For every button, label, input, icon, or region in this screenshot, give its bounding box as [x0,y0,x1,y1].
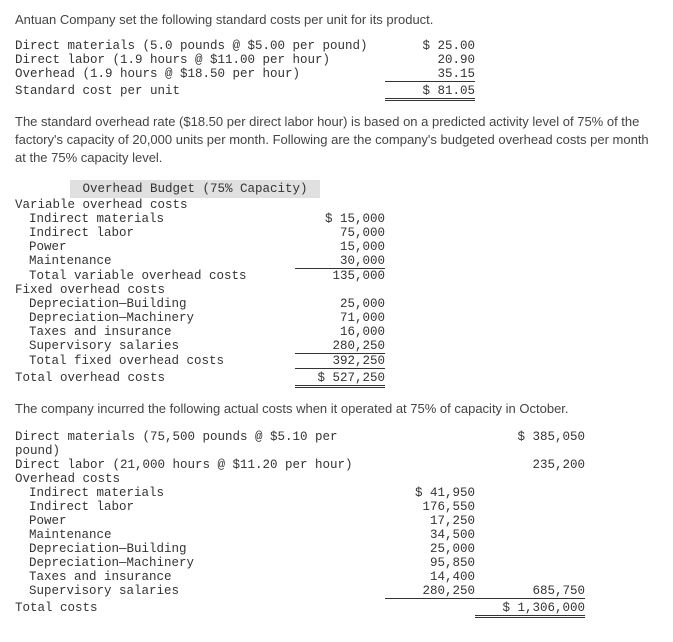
table-row: Depreciation—Building 25,000 [15,542,658,556]
budget-label: Indirect labor [15,226,295,240]
cost-amount: 20.90 [385,53,475,67]
budget-amount: 16,000 [295,325,385,339]
table-row: Maintenance 34,500 [15,528,658,542]
actual-detail: $ 41,950 [385,486,475,500]
table-row: Direct materials (75,500 pounds @ $5.10 … [15,430,658,458]
actual-label: Depreciation—Machinery [15,556,385,570]
standard-costs-table: Direct materials (5.0 pounds @ $5.00 per… [15,39,658,101]
table-row: Indirect labor 75,000 [15,226,658,240]
budget-subtotal-amount: 135,000 [295,269,385,283]
table-row: Direct materials (5.0 pounds @ $5.00 per… [15,39,658,53]
budget-subtotal-label: Total variable overhead costs [15,269,295,283]
fixed-header: Fixed overhead costs [15,283,658,297]
table-row-subtotal: Total fixed overhead costs 392,250 [15,354,658,369]
actual-label: Direct materials (75,500 pounds @ $5.10 … [15,430,385,458]
table-row: Depreciation—Building 25,000 [15,297,658,311]
table-row-total: Total overhead costs $ 527,250 [15,371,658,388]
budget-label: Depreciation—Building [15,297,295,311]
intro-text: Antuan Company set the following standar… [15,12,658,27]
budget-label: Indirect materials [15,212,295,226]
actual-detail: 14,400 [385,570,475,584]
table-row: Depreciation—Machinery 71,000 [15,311,658,325]
budget-amount: 25,000 [295,297,385,311]
table-row: Power 17,250 [15,514,658,528]
table-row-total: Standard cost per unit $ 81.05 [15,84,658,101]
section-label: Overhead costs [15,472,385,486]
actual-costs-table: Direct materials (75,500 pounds @ $5.10 … [15,430,658,618]
table-row: Power 15,000 [15,240,658,254]
cost-amount: $ 25.00 [385,39,475,53]
actual-detail: 17,250 [385,514,475,528]
actual-label: Indirect labor [15,500,385,514]
budget-label: Depreciation—Machinery [15,311,295,325]
actual-label: Supervisory salaries [15,584,385,598]
actual-grand-total: $ 1,306,000 [475,601,585,618]
overhead-intro-text: The standard overhead rate ($18.50 per d… [15,113,658,168]
variable-header: Variable overhead costs [15,198,658,212]
budget-label: Taxes and insurance [15,325,295,339]
actual-detail: 176,550 [385,500,475,514]
table-row: Taxes and insurance 14,400 [15,570,658,584]
table-row-total: Total costs $ 1,306,000 [15,601,658,618]
budget-amount: 30,000 [295,254,385,269]
actual-intro-text: The company incurred the following actua… [15,400,658,418]
budget-subtotal-label: Total fixed overhead costs [15,354,295,368]
table-row: Indirect materials $ 15,000 [15,212,658,226]
budget-subtotal-amount: 392,250 [295,354,385,369]
cost-total-label: Standard cost per unit [15,84,385,98]
actual-detail: 95,850 [385,556,475,570]
actual-total: 685,750 [475,584,585,599]
table-row: Supervisory salaries 280,250 685,750 [15,584,658,599]
budget-amount: $ 15,000 [295,212,385,226]
table-row: Direct labor (1.9 hours @ $11.00 per hou… [15,53,658,67]
cost-label: Direct labor (1.9 hours @ $11.00 per hou… [15,53,385,67]
budget-amount: 15,000 [295,240,385,254]
actual-label: Power [15,514,385,528]
cost-label: Direct materials (5.0 pounds @ $5.00 per… [15,39,385,53]
overhead-header: Overhead costs [15,472,658,486]
cost-label: Overhead (1.9 hours @ $18.50 per hour) [15,67,385,81]
actual-detail: 25,000 [385,542,475,556]
budget-amount: 75,000 [295,226,385,240]
budget-amount: 280,250 [295,339,385,354]
budget-amount: 71,000 [295,311,385,325]
actual-detail: 34,500 [385,528,475,542]
table-row: Maintenance 30,000 [15,254,658,269]
actual-total: 235,200 [475,458,585,472]
budget-label: Power [15,240,295,254]
cost-total-amount: $ 81.05 [385,84,475,101]
actual-label: Indirect materials [15,486,385,500]
actual-label: Taxes and insurance [15,570,385,584]
table-row: Depreciation—Machinery 95,850 [15,556,658,570]
overhead-budget-table: Overhead Budget (75% Capacity) Variable … [15,180,658,388]
cost-amount: 35.15 [385,67,475,82]
table-row: Supervisory salaries 280,250 [15,339,658,354]
actual-label: Maintenance [15,528,385,542]
actual-label: Depreciation—Building [15,542,385,556]
actual-label: Direct labor (21,000 hours @ $11.20 per … [15,458,385,472]
table-row: Taxes and insurance 16,000 [15,325,658,339]
budget-total-label: Total overhead costs [15,371,295,385]
budget-header: Overhead Budget (75% Capacity) [70,180,319,198]
table-row: Direct labor (21,000 hours @ $11.20 per … [15,458,658,472]
actual-detail: 280,250 [385,584,475,599]
table-row: Indirect labor 176,550 [15,500,658,514]
section-label: Fixed overhead costs [15,283,295,297]
actual-total: $ 385,050 [475,430,585,444]
budget-label: Maintenance [15,254,295,268]
actual-total-label: Total costs [15,601,385,615]
table-row-subtotal: Total variable overhead costs 135,000 [15,269,658,283]
section-label: Variable overhead costs [15,198,295,212]
budget-label: Supervisory salaries [15,339,295,353]
table-row: Overhead (1.9 hours @ $18.50 per hour) 3… [15,67,658,82]
table-row: Indirect materials $ 41,950 [15,486,658,500]
budget-total-amount: $ 527,250 [295,371,385,388]
